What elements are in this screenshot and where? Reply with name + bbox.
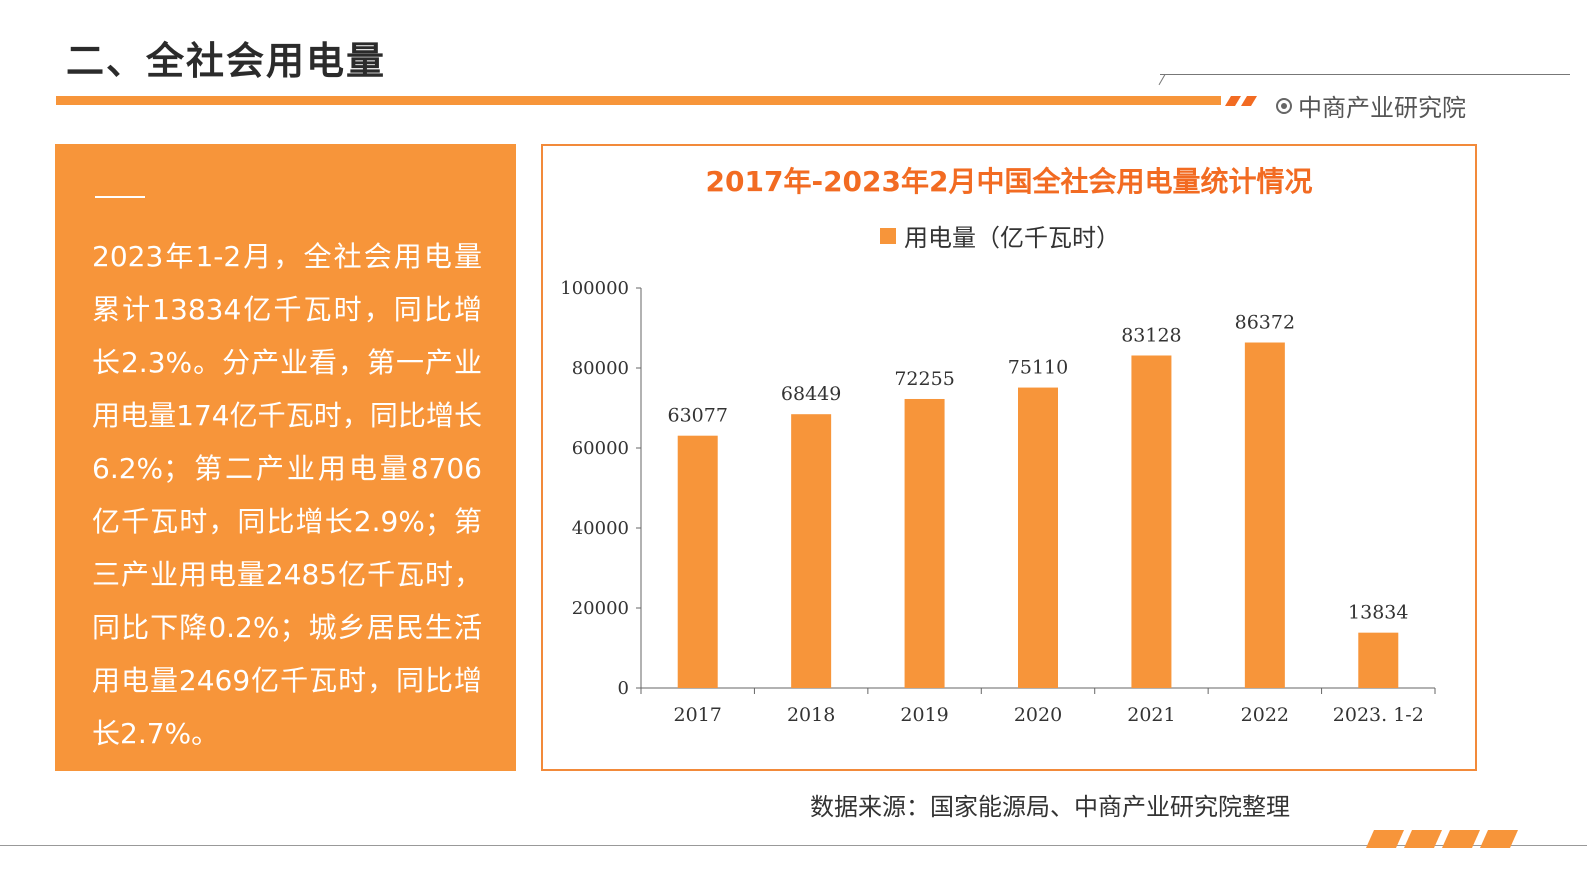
y-tick-label: 20000 (572, 598, 629, 619)
panel-dash (95, 196, 145, 198)
footer-rule (0, 845, 1587, 846)
bar (791, 414, 832, 688)
data-label: 83128 (1121, 324, 1181, 346)
bar (1131, 355, 1172, 688)
data-label: 86372 (1235, 312, 1295, 334)
target-icon (1276, 97, 1292, 114)
decorative-stripes (1225, 96, 1257, 106)
x-tick-label: 2021 (1127, 704, 1175, 726)
chart-legend: 用电量（亿千瓦时） (880, 218, 1120, 253)
x-tick-label: 2022 (1241, 704, 1289, 726)
data-label: 63077 (667, 405, 727, 427)
chart-title: 2017年-2023年2月中国全社会用电量统计情况 (705, 165, 1313, 198)
bar (1358, 632, 1399, 688)
summary-text: 2023年1-2月，全社会用电量累计13834亿千瓦时，同比增长2.3%。分产业… (92, 240, 482, 750)
bar (1244, 342, 1285, 688)
bar (904, 398, 945, 688)
x-tick-label: 2017 (674, 704, 722, 726)
data-label: 75110 (1008, 357, 1068, 379)
x-tick-label: 2019 (900, 704, 948, 726)
y-tick-label: 80000 (572, 358, 629, 379)
x-tick-label: 2023. 1-2 (1333, 704, 1424, 726)
legend-swatch (880, 227, 896, 244)
brand-logo: 中商产业研究院 (1276, 88, 1466, 123)
header-rule (1160, 74, 1570, 75)
footer-stripes (1366, 830, 1518, 848)
y-tick-label: 0 (618, 678, 629, 699)
data-source: 数据来源：国家能源局、中商产业研究院整理 (810, 793, 1290, 821)
brand-name: 中商产业研究院 (1298, 94, 1466, 122)
x-tick-label: 2020 (1014, 704, 1062, 726)
chart-frame: 2017年-2023年2月中国全社会用电量统计情况 用电量（亿千瓦时） 0 200… (541, 144, 1477, 771)
page-title: 二、全社会用电量 (66, 39, 387, 83)
bar (1018, 387, 1058, 688)
y-tick-label: 60000 (572, 438, 629, 459)
y-tick-label: 40000 (572, 518, 629, 539)
title-underline-bar (56, 96, 1221, 105)
x-tick-label: 2018 (787, 704, 835, 726)
data-label: 13834 (1348, 602, 1408, 624)
summary-panel: 2023年1-2月，全社会用电量累计13834亿千瓦时，同比增长2.3%。分产业… (55, 144, 516, 771)
bar (677, 435, 718, 688)
header-rule-slant (1158, 74, 1166, 86)
y-tick-label: 100000 (560, 278, 629, 299)
legend-label: 用电量（亿千瓦时） (904, 224, 1120, 252)
bar-chart: 0 20000 40000 60000 80000 100000 63077 2017 6844… (560, 278, 1436, 726)
data-label: 68449 (781, 383, 841, 405)
data-label: 72255 (894, 368, 954, 390)
